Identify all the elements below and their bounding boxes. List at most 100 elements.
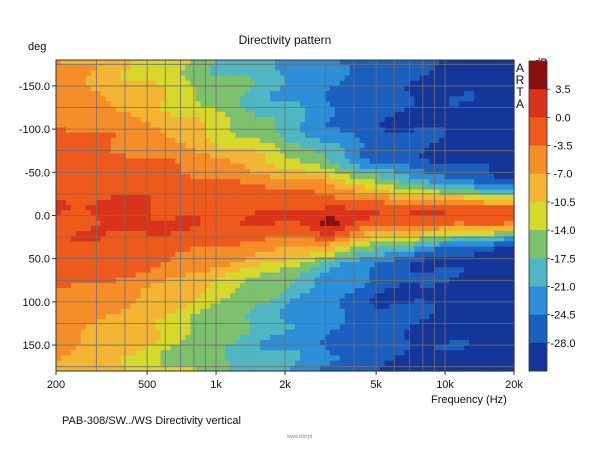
heatmap-cell <box>210 288 216 294</box>
heatmap-cell <box>70 158 77 165</box>
heatmap-cell <box>90 189 97 196</box>
heatmap-cell <box>374 272 381 279</box>
heatmap-cell <box>270 179 276 185</box>
heatmap-cell <box>240 101 246 108</box>
heatmap-cell <box>255 319 261 325</box>
heatmap-cell <box>429 231 435 237</box>
heatmap-cell <box>424 199 430 206</box>
heatmap-cell <box>404 101 411 108</box>
heatmap-cell <box>185 205 192 211</box>
heatmap-cell <box>265 267 271 274</box>
heatmap-cell <box>105 199 112 206</box>
heatmap-cell <box>329 345 336 351</box>
heatmap-cell <box>60 60 67 66</box>
heatmap-cell <box>140 272 147 279</box>
heatmap-cell <box>469 80 475 87</box>
heatmap-cell <box>464 360 470 367</box>
heatmap-cell <box>454 194 460 201</box>
heatmap-cell <box>140 106 147 113</box>
heatmap-cell <box>155 142 162 149</box>
heatmap-cell <box>379 122 386 128</box>
heatmap-cell <box>145 319 152 325</box>
heatmap-cell <box>339 241 346 248</box>
heatmap-cell <box>165 101 172 108</box>
heatmap-cell <box>364 122 371 128</box>
heatmap-cell <box>210 106 216 113</box>
heatmap-cell <box>384 329 391 336</box>
heatmap-cell <box>329 117 336 123</box>
heatmap-cell <box>324 324 331 331</box>
heatmap-cell <box>285 96 291 103</box>
heatmap-cell <box>205 324 211 331</box>
heatmap-cell <box>120 308 127 315</box>
heatmap-cell <box>379 70 386 77</box>
heatmap-cell <box>60 319 67 325</box>
heatmap-cell <box>364 256 371 263</box>
heatmap-cell <box>285 272 291 279</box>
heatmap-cell <box>210 334 216 341</box>
heatmap-cell <box>60 106 67 113</box>
heatmap-cell <box>85 293 92 300</box>
heatmap-cell <box>369 241 376 248</box>
heatmap-cell <box>135 303 142 310</box>
heatmap-cell <box>449 345 455 351</box>
heatmap-cell <box>414 246 421 253</box>
heatmap-cell <box>235 96 241 103</box>
heatmap-cell <box>245 60 251 66</box>
heatmap-cell <box>56 189 62 196</box>
heatmap-cell <box>255 251 261 258</box>
heatmap-cell <box>419 168 425 175</box>
heatmap-cell <box>245 132 251 139</box>
heatmap-cell <box>65 80 72 87</box>
heatmap-cell <box>145 210 152 217</box>
heatmap-cell <box>265 153 271 160</box>
heatmap-cell <box>280 122 286 128</box>
heatmap-cell <box>155 272 162 279</box>
heatmap-cell <box>70 215 77 222</box>
heatmap-cell <box>414 272 421 279</box>
heatmap-cell <box>195 96 201 103</box>
heatmap-cell <box>349 350 356 357</box>
heatmap-cell <box>324 345 331 351</box>
heatmap-cell <box>230 210 236 217</box>
heatmap-cell <box>95 345 102 351</box>
heatmap-cell <box>374 319 381 325</box>
heatmap-cell <box>190 329 196 336</box>
heatmap-cell <box>364 360 371 367</box>
heatmap-cell <box>210 329 216 336</box>
heatmap-cell <box>230 267 236 274</box>
heatmap-cell <box>384 101 391 108</box>
heatmap-cell <box>289 288 296 294</box>
heatmap-cell <box>125 303 132 310</box>
heatmap-cell <box>444 85 450 92</box>
heatmap-cell <box>364 329 371 336</box>
heatmap-cell <box>439 324 445 331</box>
heatmap-cell <box>255 236 261 243</box>
heatmap-cell <box>185 319 192 325</box>
heatmap-cell <box>145 339 152 346</box>
heatmap-cell <box>195 298 201 305</box>
heatmap-cell <box>240 313 246 320</box>
heatmap-cell <box>105 298 112 305</box>
heatmap-cell <box>200 158 206 165</box>
heatmap-cell <box>265 251 271 258</box>
heatmap-cell <box>255 324 261 331</box>
heatmap-cell <box>210 70 216 77</box>
heatmap-cell <box>170 122 177 128</box>
heatmap-cell <box>175 111 182 118</box>
heatmap-cell <box>349 117 356 123</box>
heatmap-cell <box>344 60 351 66</box>
heatmap-cell <box>60 210 67 217</box>
heatmap-cell <box>374 313 381 320</box>
heatmap-cell <box>150 85 157 92</box>
heatmap-cell <box>439 350 445 357</box>
heatmap-cell <box>285 158 291 165</box>
heatmap-cell <box>100 142 107 149</box>
heatmap-cell <box>419 231 425 237</box>
heatmap-cell <box>160 350 167 357</box>
heatmap-cell <box>359 298 366 305</box>
heatmap-cell <box>389 251 396 258</box>
heatmap-cell <box>369 132 376 139</box>
heatmap-cell <box>324 70 331 77</box>
heatmap-cell <box>434 355 440 362</box>
